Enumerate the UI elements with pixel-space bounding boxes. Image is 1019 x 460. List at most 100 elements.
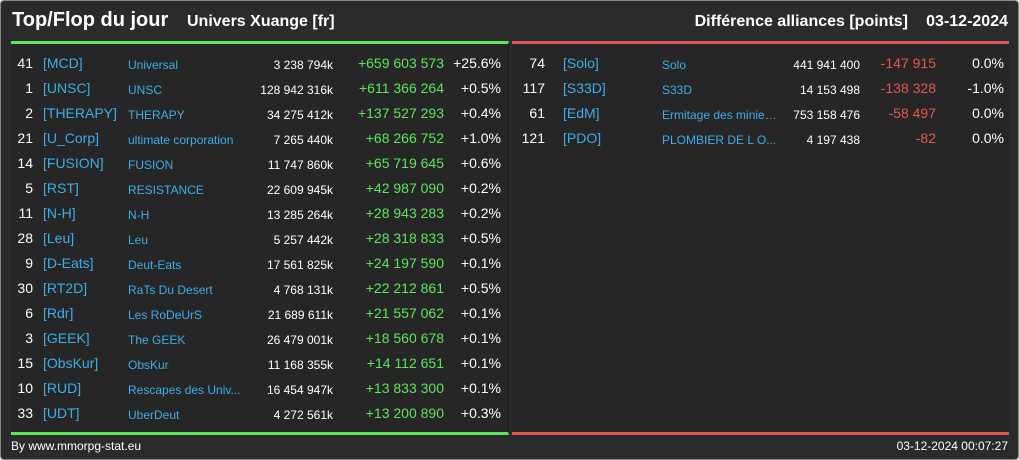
alliance-tag-link[interactable]: [U_Corp] xyxy=(43,130,100,146)
alliance-tag-link[interactable]: [D-Eats] xyxy=(43,255,94,271)
top-alliance-row: 33 [UDT] UberDeut 4 272 561k +13 200 890 +0.3… xyxy=(11,401,508,426)
alliance-tag-link[interactable]: [UDT] xyxy=(43,405,80,421)
alliance-points: 4 197 438 xyxy=(806,133,860,147)
points-difference: +611 366 264 xyxy=(359,80,444,96)
points-difference: +21 557 062 xyxy=(365,305,444,321)
alliance-points: 13 285 264k xyxy=(266,208,333,222)
alliance-points: 128 942 316k xyxy=(260,83,333,97)
percent-difference: -1.0% xyxy=(967,80,1004,96)
top-alliance-row: 2 [THERAPY] THERAPY 34 275 412k +137 527 293… xyxy=(11,101,508,126)
alliance-points: 22 609 945k xyxy=(266,183,333,197)
alliance-name-link[interactable]: S33D xyxy=(662,83,693,97)
points-difference: -147 915 xyxy=(880,55,936,71)
alliance-rank: 117 xyxy=(522,80,545,96)
alliance-tag-link[interactable]: [UNSC] xyxy=(43,80,91,96)
alliance-name-link[interactable]: RESISTANCE xyxy=(128,183,204,197)
alliance-tag-link[interactable]: [RST] xyxy=(43,180,79,196)
alliance-tag-link[interactable]: [MCD] xyxy=(43,55,83,71)
top-alliance-row: 15 [ObsKur] ObsKur 11 168 355k +14 112 651 +0… xyxy=(11,351,508,376)
alliance-name-link[interactable]: Rescapes des Univ... xyxy=(128,383,241,397)
alliance-tag-link[interactable]: [ObsKur] xyxy=(43,355,99,371)
alliance-points: 11 168 355k xyxy=(267,358,333,372)
top-alliance-row: 3 [GEEK] The GEEK 26 479 001k +18 560 678 +0.… xyxy=(11,326,508,351)
alliance-name-link[interactable]: UberDeut xyxy=(128,408,180,422)
top-alliances-panel: 41 [MCD] Universal 3 238 794k +659 603 573 +2… xyxy=(11,41,509,435)
alliance-points: 26 479 001k xyxy=(266,333,333,347)
alliance-points: 4 272 561k xyxy=(273,408,333,422)
alliance-tag-link[interactable]: [N-H] xyxy=(43,205,76,221)
alliance-rank: 28 xyxy=(17,230,33,246)
alliance-rank: 9 xyxy=(25,255,33,271)
alliance-tag-link[interactable]: [RT2D] xyxy=(43,280,88,296)
alliance-tag-link[interactable]: [Rdr] xyxy=(43,305,74,321)
points-difference: +14 112 651 xyxy=(366,355,444,371)
alliance-name-link[interactable]: Ermitage des minier... xyxy=(662,108,778,122)
alliance-tag-link[interactable]: [FUSION] xyxy=(43,155,104,171)
percent-difference: +0.5% xyxy=(460,280,501,296)
alliance-points: 21 689 611k xyxy=(267,308,333,322)
alliance-points: 3 238 794k xyxy=(273,58,333,72)
alliance-name-link[interactable]: FUSION xyxy=(128,158,174,172)
points-difference: -82 xyxy=(915,130,936,146)
alliance-name-link[interactable]: The GEEK xyxy=(128,333,186,347)
alliance-tag-link[interactable]: [Solo] xyxy=(563,55,599,71)
points-difference: +13 200 890 xyxy=(365,405,444,421)
alliance-name-link[interactable]: RaTs Du Desert xyxy=(128,283,213,297)
alliance-name-link[interactable]: Deut-Eats xyxy=(128,258,182,272)
percent-difference: +0.1% xyxy=(460,255,501,271)
alliance-rank: 21 xyxy=(17,130,33,146)
alliance-tag-link[interactable]: [PDO] xyxy=(563,130,602,146)
page-title: Top/Flop du jour xyxy=(12,9,169,31)
alliance-tag-link[interactable]: [Leu] xyxy=(43,230,75,246)
alliance-rank: 11 xyxy=(18,205,33,221)
alliance-rank: 41 xyxy=(17,55,33,71)
alliance-name-link[interactable]: PLOMBIER DE L O... xyxy=(662,133,777,147)
top-alliance-row: 10 [RUD] Rescapes des Univ... 16 454 947k +1… xyxy=(11,376,508,401)
universe-label: Univers Xuange [fr] xyxy=(187,13,335,30)
alliance-points: 16 454 947k xyxy=(266,383,333,397)
percent-difference: +0.3% xyxy=(460,405,501,421)
alliance-name-link[interactable]: THERAPY xyxy=(128,108,185,122)
percent-difference: +0.1% xyxy=(460,355,501,371)
header-date: 03-12-2024 xyxy=(926,13,1008,30)
alliance-rank: 2 xyxy=(25,105,33,121)
alliance-tag-link[interactable]: [S33D] xyxy=(563,80,606,96)
alliance-tag-link[interactable]: [EdM] xyxy=(563,105,600,121)
alliance-tag-link[interactable]: [RUD] xyxy=(43,380,82,396)
alliance-name-link[interactable]: Solo xyxy=(662,58,687,72)
alliance-rank: 30 xyxy=(17,280,33,296)
alliance-rank: 33 xyxy=(17,405,33,421)
percent-difference: +0.2% xyxy=(460,205,501,221)
top-alliance-row: 28 [Leu] Leu 5 257 442k +28 318 833 +0.5% xyxy=(11,226,508,251)
alliance-points: 441 941 400 xyxy=(793,58,860,72)
alliance-points: 34 275 412k xyxy=(266,108,333,122)
alliance-points: 17 561 825k xyxy=(266,258,333,272)
flop-alliance-row: 74 [Solo] Solo 441 941 400 -147 915 0.0% xyxy=(512,51,1009,76)
alliance-rank: 61 xyxy=(529,105,545,121)
alliance-tag-link[interactable]: [THERAPY] xyxy=(43,105,117,121)
points-difference: +659 603 573 xyxy=(357,55,444,71)
alliance-name-link[interactable]: UNSC xyxy=(128,83,163,97)
percent-difference: +0.6% xyxy=(460,155,501,171)
alliance-rank: 10 xyxy=(17,380,33,396)
percent-difference: +1.0% xyxy=(460,130,501,146)
alliance-tag-link[interactable]: [GEEK] xyxy=(43,330,90,346)
footer-credit[interactable]: By www.mmorpg-stat.eu xyxy=(11,439,142,453)
alliance-name-link[interactable]: N-H xyxy=(128,208,150,222)
points-difference: +22 212 861 xyxy=(365,280,444,296)
alliance-points: 11 747 860k xyxy=(267,158,333,172)
alliance-points: 7 265 440k xyxy=(273,133,333,147)
alliance-name-link[interactable]: ObsKur xyxy=(128,358,169,372)
top-alliance-row: 6 [Rdr] Les RoDeUrS 21 689 611k +21 557 062 +… xyxy=(11,301,508,326)
flop-alliances-panel: 74 [Solo] Solo 441 941 400 -147 915 0.0% 117 [S… xyxy=(512,41,1009,435)
points-difference: +42 987 090 xyxy=(365,180,444,196)
alliance-name-link[interactable]: Universal xyxy=(128,58,179,72)
alliance-name-link[interactable]: Les RoDeUrS xyxy=(128,308,203,322)
points-difference: +24 197 590 xyxy=(365,255,444,271)
alliance-rank: 74 xyxy=(529,55,545,71)
alliance-name-link[interactable]: Leu xyxy=(128,233,149,247)
alliance-rank: 1 xyxy=(25,80,33,96)
alliance-name-link[interactable]: ultimate corporation xyxy=(128,133,234,147)
difference-label: Différence alliances [points] xyxy=(694,13,908,30)
